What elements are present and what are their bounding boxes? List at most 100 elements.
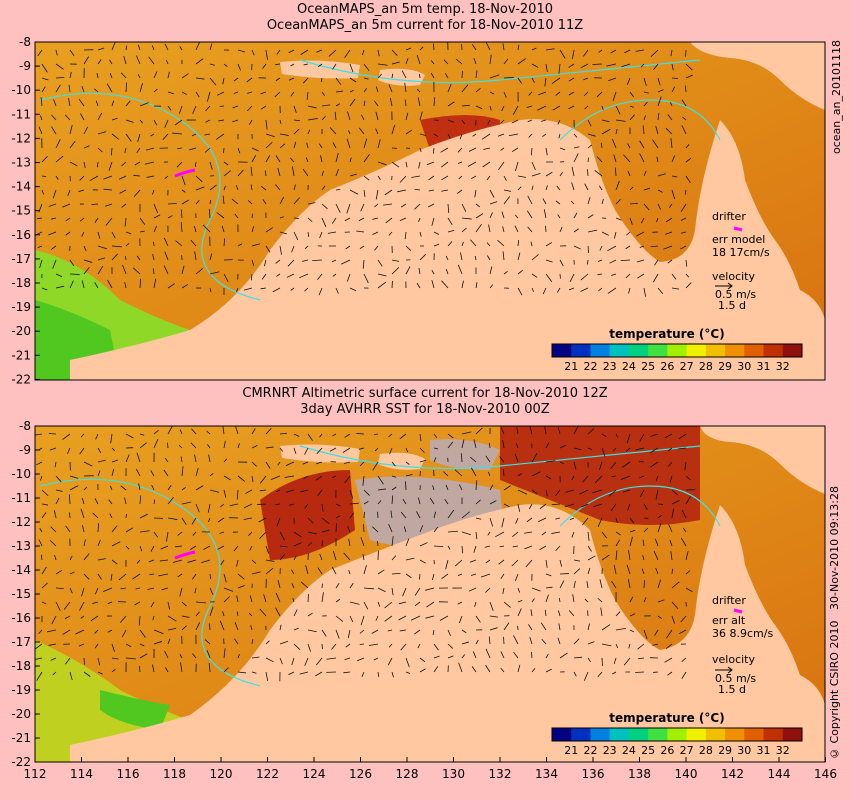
panel2-current-arrow xyxy=(461,511,470,519)
panel1-current-arrow xyxy=(627,170,631,177)
panel1-current-arrow xyxy=(626,77,631,86)
panel2-current-arrow xyxy=(335,515,340,519)
panel2-current-arrow xyxy=(55,587,64,590)
panel1-current-arrow xyxy=(218,119,225,122)
panel2-current-arrow xyxy=(321,629,327,637)
panel2-lat-tick-label: -19 xyxy=(11,683,31,697)
panel1-current-arrow xyxy=(153,214,161,219)
panel2-current-arrow xyxy=(678,433,687,440)
panel1-current-arrow xyxy=(293,141,297,149)
panel1-current-arrow xyxy=(580,63,589,69)
panel1-current-arrow xyxy=(377,139,381,149)
panel1-current-arrow xyxy=(290,63,295,67)
panel1-current-arrow xyxy=(331,259,337,263)
panel2-current-arrow xyxy=(139,495,142,505)
panel2-current-arrow xyxy=(461,654,466,659)
panel1-current-arrow xyxy=(216,91,225,96)
panel2-current-arrow xyxy=(432,629,435,635)
panel1-current-arrow xyxy=(279,245,282,255)
panel1-current-arrow xyxy=(635,49,645,52)
panel1-current-arrow xyxy=(558,63,561,74)
panel2-current-arrow xyxy=(251,445,258,449)
panel2-current-arrow xyxy=(35,643,43,650)
panel1-current-arrow xyxy=(65,231,71,236)
panel2-current-arrow xyxy=(433,545,444,548)
panel2-current-arrow xyxy=(51,615,57,625)
panel1-current-arrow xyxy=(235,185,239,191)
panel2-current-arrow xyxy=(153,499,156,505)
panel1-current-arrow xyxy=(293,231,299,241)
panel1-current-arrow xyxy=(594,170,603,177)
panel1-current-arrow xyxy=(52,189,57,199)
panel1-current-arrow xyxy=(50,217,57,220)
panel2-current-arrow xyxy=(349,512,355,519)
panel2-current-arrow xyxy=(447,545,451,550)
panel2-current-arrow xyxy=(179,429,183,435)
lon-tick-label: 118 xyxy=(163,767,186,781)
panel1-current-arrow xyxy=(55,139,61,149)
panel2-current-arrow xyxy=(152,664,155,673)
panel1-current-arrow xyxy=(124,147,127,153)
panel1-current-arrow xyxy=(555,91,561,96)
panel1-current-arrow xyxy=(332,273,337,277)
panel2-current-arrow xyxy=(220,559,225,566)
panel2-current-arrow xyxy=(502,468,505,477)
panel2-current-arrow xyxy=(292,597,295,603)
panel1-current-arrow xyxy=(612,91,617,102)
panel2-current-arrow xyxy=(615,539,621,547)
panel1-current-arrow xyxy=(265,227,273,233)
panel2-current-arrow xyxy=(38,629,43,635)
panel2-current-arrow xyxy=(512,545,519,548)
panel1-current-arrow xyxy=(139,83,143,93)
panel2-current-arrow xyxy=(610,503,617,512)
panel1-current-arrow xyxy=(332,142,337,149)
panel1-current-arrow xyxy=(248,119,253,126)
panel2-current-arrow xyxy=(470,573,477,576)
panel2-current-arrow xyxy=(368,643,379,646)
panel2-current-arrow xyxy=(419,525,424,533)
panel1-current-arrow xyxy=(512,105,519,115)
panel2-current-arrow xyxy=(512,531,519,537)
panel1-current-arrow xyxy=(501,105,505,112)
panel2-current-arrow xyxy=(488,636,491,645)
panel1-current-arrow xyxy=(405,266,411,275)
panel2-current-arrow xyxy=(597,597,603,603)
panel1-current-arrow xyxy=(275,259,281,264)
panel1-current-arrow xyxy=(152,189,155,195)
panel2-current-arrow xyxy=(587,567,591,575)
panel1-current-arrow xyxy=(419,231,422,237)
panel2-current-arrow xyxy=(125,643,132,648)
panel1-current-arrow xyxy=(304,287,309,292)
panel2-current-arrow xyxy=(643,503,648,511)
panel1-current-arrow xyxy=(584,105,589,110)
panel1-current-arrow xyxy=(642,125,645,135)
panel1-current-arrow xyxy=(307,217,313,223)
panel1-current-arrow xyxy=(611,138,617,149)
panel2-current-arrow xyxy=(545,460,556,463)
panel1-current-arrow xyxy=(503,271,508,275)
panel2-current-arrow xyxy=(40,554,43,561)
panel2-current-arrow xyxy=(557,637,561,645)
panel1-current-arrow xyxy=(307,231,310,237)
panel2-current-arrow xyxy=(398,601,407,605)
panel1-current-arrow xyxy=(598,49,603,53)
panel1-current-arrow xyxy=(377,49,380,57)
panel2-current-arrow xyxy=(503,601,511,608)
panel1-current-arrow xyxy=(139,102,149,107)
panel1-current-arrow xyxy=(405,245,412,252)
panel1-current-arrow xyxy=(383,203,393,206)
panel1-current-arrow xyxy=(97,131,107,135)
panel1-current-arrow xyxy=(537,105,547,111)
panel2-current-arrow xyxy=(80,508,85,519)
panel2-title-line2: 3day AVHRR SST for 18-Nov-2010 00Z xyxy=(300,402,550,417)
panel2-current-arrow xyxy=(537,517,547,523)
panel2-current-arrow xyxy=(622,489,631,493)
panel2-current-arrow xyxy=(349,489,354,499)
panel2-current-arrow xyxy=(206,430,211,435)
panel1-current-arrow xyxy=(457,147,463,153)
panel1-current-arrow xyxy=(531,161,536,171)
panel1-current-arrow xyxy=(97,257,105,261)
panel1-current-arrow xyxy=(391,73,394,79)
panel2-current-arrow xyxy=(375,615,379,621)
panel2-current-arrow xyxy=(608,489,617,497)
